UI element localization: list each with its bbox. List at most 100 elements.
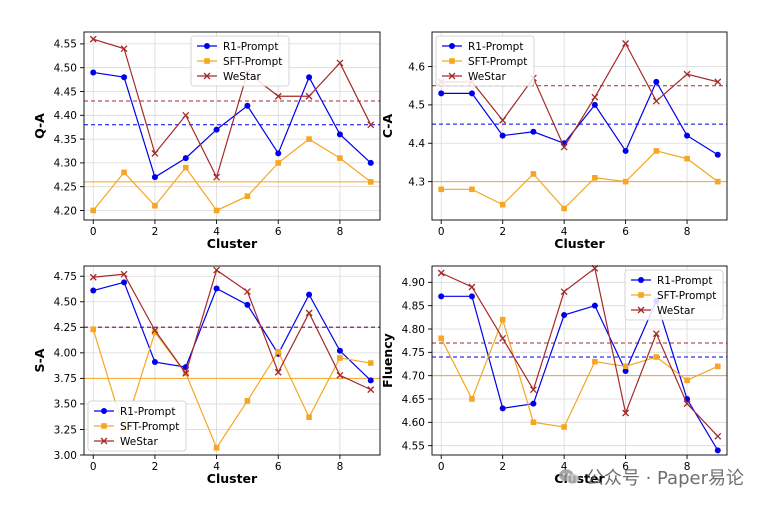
y-tick-label: 4.30 [54,158,77,170]
legend: R1-Prompt SFT-Prompt WeStar [87,400,187,452]
data-point-r1-prompt [121,74,128,81]
data-point-r1-prompt [121,279,128,286]
data-point-sft-prompt [684,155,690,162]
wechat-icon [558,469,579,484]
legend-entry: SFT-Prompt [120,421,179,433]
data-point-sft-prompt [275,349,282,355]
data-point-sft-prompt [337,155,343,161]
data-point-sft-prompt [182,164,189,171]
data-point-sft-prompt [244,193,251,200]
legend-marker [449,58,455,64]
watermark-text: 公众号 · Paper易论 [585,468,744,489]
legend-marker [101,408,107,414]
y-tick-label: 4.20 [54,205,77,217]
data-point-westar [274,368,282,376]
data-point-westar [714,78,722,86]
legend-marker [100,437,108,445]
y-tick-label: 4.75 [402,347,425,359]
legend-marker [203,72,211,80]
data-point-sft-prompt [152,329,158,336]
legend-entry: R1-Prompt [120,406,175,418]
data-point-r1-prompt [151,174,158,181]
data-point-sft-prompt [714,178,721,185]
y-tick-label: 4.6 [408,61,425,73]
data-point-sft-prompt [499,201,506,208]
x-tick-label: 2 [152,226,159,238]
data-point-westar [213,173,221,181]
data-point-westar [468,283,476,291]
data-point-sft-prompt [530,419,537,426]
data-point-westar [151,326,159,334]
y-tick-label: 4.55 [54,39,77,51]
legend-entry: WeStar [120,436,158,448]
y-tick-label: 4.3 [408,176,425,188]
plot-frame [431,31,728,221]
legend-entry: R1-Prompt [468,41,523,53]
chart-panel-4: 0 2 4 6 84.554.604.654.704.754.804.854.90Clu… [380,264,728,486]
x-tick-label: 2 [152,461,159,473]
y-tick-label: 4.85 [402,300,425,312]
y-tick-label: 4.50 [54,62,77,74]
y-tick-label: 4.65 [402,394,425,406]
plot-frame [431,265,728,456]
legend-marker [204,43,210,49]
y-tick-label: 4.80 [402,324,425,336]
series-line-r1-prompt [441,295,719,451]
series-line-westar [93,269,372,391]
y-axis-label: S-A [32,348,47,372]
x-tick-label: 6 [275,226,282,238]
data-point-sft-prompt [244,398,251,404]
y-tick-label: 3.75 [54,373,77,385]
legend: R1-Prompt SFT-Prompt WeStar [435,35,535,87]
data-point-westar [305,92,313,100]
data-point-r1-prompt [622,147,629,154]
data-point-westar [652,97,660,105]
data-point-sft-prompt [337,355,343,361]
y-tick-label: 4.5 [408,100,425,112]
data-point-westar [274,92,282,100]
data-point-sft-prompt [213,207,220,214]
data-point-westar [683,400,691,408]
data-point-sft-prompt [561,205,567,212]
x-tick-label: 2 [499,461,506,473]
data-point-sft-prompt [592,174,598,181]
data-point-sft-prompt [121,169,127,176]
y-tick-label: 4.50 [54,297,77,309]
data-point-westar [120,45,128,53]
series-line-sft-prompt [92,138,372,212]
data-point-sft-prompt [714,363,721,370]
data-point-westar [305,309,313,317]
data-point-r1-prompt [367,377,374,384]
data-point-westar [499,334,507,342]
y-axis-label: C-A [380,114,395,139]
legend-entry: WeStar [468,71,506,83]
x-tick-label: 4 [213,226,220,238]
y-tick-label: 3.50 [54,399,77,411]
data-point-westar [151,149,159,157]
data-point-sft-prompt [622,363,629,370]
legend-entry: SFT-Prompt [223,56,282,68]
x-tick-label: 6 [275,461,282,473]
x-axis-label: Cluster [207,471,258,486]
series-line-r1-prompt [441,80,719,156]
data-point-r1-prompt [438,293,445,300]
data-point-sft-prompt [367,360,374,366]
data-point-r1-prompt [714,447,721,454]
data-point-sft-prompt [367,179,374,185]
y-tick-label: 4.35 [54,134,77,146]
series-line-r1-prompt [93,281,372,381]
y-tick-label: 4.40 [54,110,77,122]
data-point-westar [89,273,97,281]
data-point-westar [243,288,251,296]
series-line-r1-prompt [93,71,372,179]
legend: R1-Prompt SFT-Prompt WeStar [624,269,724,321]
data-point-r1-prompt [653,78,660,85]
data-point-r1-prompt [530,128,537,135]
x-tick-label: 4 [561,226,568,238]
data-point-r1-prompt [561,312,568,318]
watermark: 公众号 · Paper易论 [558,464,744,490]
data-point-r1-prompt [591,302,598,309]
data-point-sft-prompt [152,202,158,209]
data-point-r1-prompt [90,287,97,294]
